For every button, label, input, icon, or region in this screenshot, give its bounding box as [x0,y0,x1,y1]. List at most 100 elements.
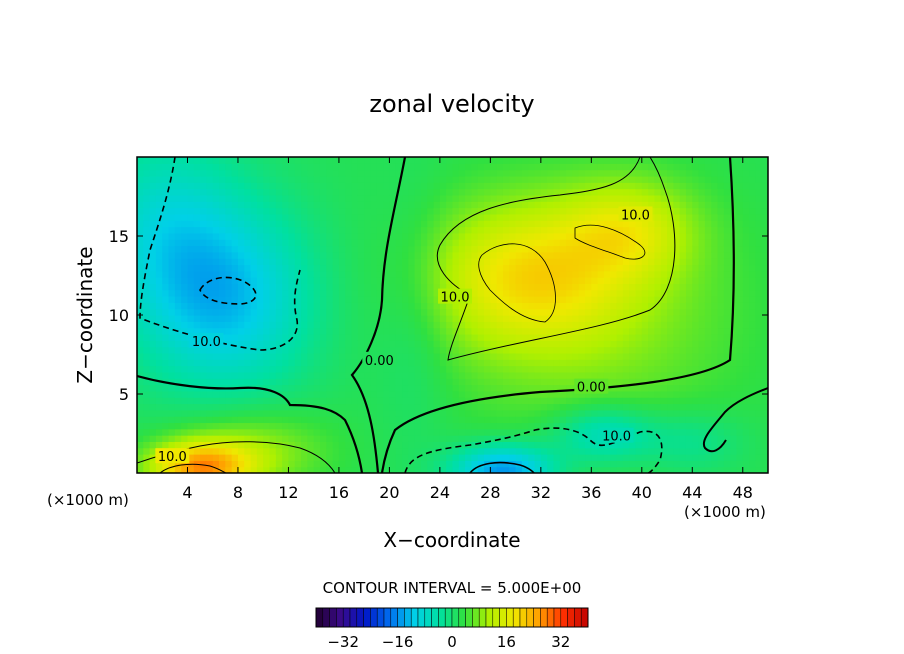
heatmap-cell [338,207,346,215]
heatmap-cell [755,403,763,411]
heatmap-cell [263,296,271,303]
heatmap-cell [294,428,302,436]
heatmap-cell [610,207,618,215]
heatmap-cell [616,232,624,240]
heatmap-cell [345,390,353,398]
heatmap-cell [237,232,245,240]
heatmap-cell [212,251,220,259]
heatmap-cell [509,258,517,266]
heatmap-cell [446,416,454,424]
heatmap-cell [200,194,208,202]
heatmap-cell [534,466,542,473]
heatmap-cell [149,245,157,253]
heatmap-cell [528,175,536,183]
heatmap-cell [231,157,239,164]
heatmap-cell [250,378,258,386]
heatmap-cell [578,220,586,228]
heatmap-cell [622,201,630,209]
heatmap-cell [370,226,378,234]
heatmap-cell [534,308,542,316]
heatmap-cell [231,333,239,341]
heatmap-cell [389,251,397,259]
heatmap-cell [364,258,372,266]
heatmap-cell [698,239,706,247]
heatmap-cell [585,333,592,341]
heatmap-cell [231,409,239,417]
heatmap-cell [200,270,208,278]
heatmap-cell [515,226,523,234]
heatmap-cell [326,371,334,379]
heatmap-cell [540,359,548,367]
heatmap-cell [345,175,353,183]
heatmap-cell [578,232,586,240]
heatmap-cell [231,428,239,436]
heatmap-cell [528,397,536,405]
heatmap-cell [553,163,561,171]
heatmap-cell [755,239,763,247]
heatmap-cell [231,226,239,234]
heatmap-cell [755,207,763,215]
heatmap-cell [275,277,283,284]
heatmap-cell [717,169,725,177]
heatmap-cell [256,333,264,341]
heatmap-cell [162,188,170,196]
heatmap-cell [717,232,725,240]
heatmap-cell [307,296,315,303]
heatmap-cell [534,321,542,329]
heatmap-cell [717,378,725,386]
heatmap-cell [137,454,144,461]
heatmap-cell [566,213,573,221]
heatmap-cell [225,251,233,259]
heatmap-cell [648,270,656,278]
heatmap-cell [749,447,756,455]
heatmap-cell [370,447,378,455]
heatmap-cell [414,378,422,386]
heatmap-cell [597,460,605,468]
heatmap-cell [181,302,189,310]
heatmap-cell [591,194,599,202]
heatmap-cell [275,346,283,354]
heatmap-cell [547,207,555,215]
heatmap-cell [427,232,435,240]
heatmap-cell [143,239,151,247]
heatmap-cell [553,466,561,473]
heatmap-cell [553,352,561,360]
heatmap-cell [414,428,422,436]
heatmap-cell [540,315,548,322]
heatmap-cell [749,239,756,247]
heatmap-cell [585,239,592,247]
heatmap-cell [465,327,473,335]
heatmap-cell [376,157,384,164]
heatmap-cell [313,333,321,341]
heatmap-cell [332,371,340,379]
heatmap-cell [439,333,447,341]
heatmap-cell [332,296,340,303]
heatmap-cell [263,441,271,449]
heatmap-cell [673,327,681,335]
heatmap-cell [414,270,422,278]
heatmap-cell [420,428,428,436]
heatmap-cell [603,416,611,424]
heatmap-cell [629,277,637,284]
heatmap-cell [585,340,592,348]
heatmap-cell [578,213,586,221]
heatmap-cell [698,258,706,266]
heatmap-cell [667,232,674,240]
heatmap-cell [364,175,372,183]
heatmap-cell [212,403,220,411]
heatmap-cell [622,321,630,329]
heatmap-cell [660,466,668,473]
heatmap-cell [629,175,637,183]
heatmap-cell [326,428,334,436]
heatmap-cell [490,232,498,240]
heatmap-cell [187,435,195,442]
heatmap-cell [654,466,662,473]
heatmap-cell [345,277,353,284]
heatmap-cell [603,157,611,164]
heatmap-cell [540,371,548,379]
heatmap-cell [345,346,353,354]
heatmap-cell [219,428,226,436]
heatmap-cell [181,188,189,196]
heatmap-cell [591,435,599,442]
heatmap-cell [250,333,258,341]
